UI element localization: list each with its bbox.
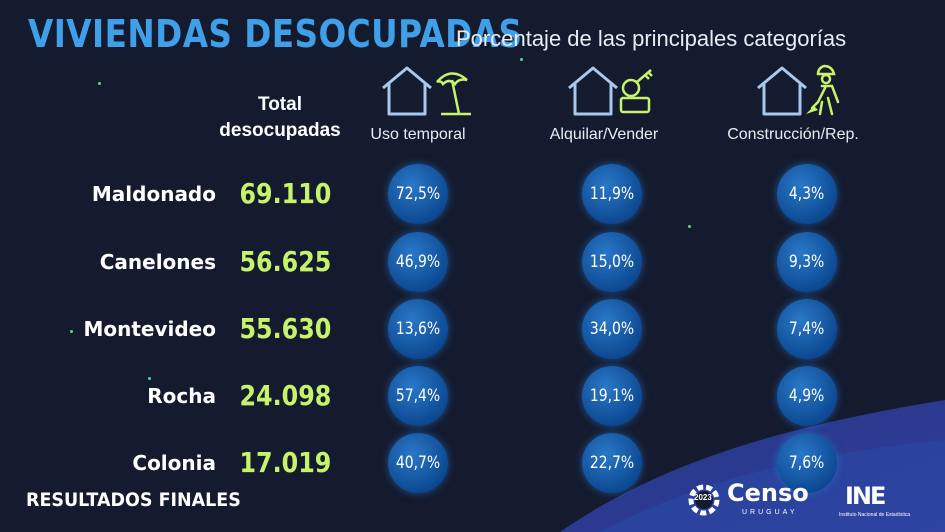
percent-bubble: 40,7%: [388, 433, 448, 493]
decor-dot: [70, 330, 73, 333]
house-umbrella-icon: [382, 66, 471, 116]
row-label: Colonia: [132, 451, 216, 475]
category-uso-temporal: Uso temporal: [358, 62, 478, 144]
percent-bubble: 9,3%: [777, 232, 837, 292]
percent-bubble: 11,9%: [582, 164, 642, 224]
ine-sub: Instituto Nacional de Estadística: [839, 512, 911, 518]
decor-dot: [98, 82, 101, 85]
total-header-line-2: desocupadas: [219, 120, 341, 141]
decor-dot: [520, 58, 523, 61]
row-label: Canelones: [99, 250, 216, 274]
category-label: Alquilar/Vender: [549, 126, 659, 143]
percent-bubble: 4,3%: [777, 164, 837, 224]
percent-bubble: 72,5%: [388, 164, 448, 224]
percent-bubble: 7,6%: [777, 433, 837, 493]
row-total-value: 17.019: [239, 446, 332, 479]
censo-sub: URUGUAY: [742, 509, 798, 516]
percent-value: 9,3%: [789, 252, 825, 272]
gear-icon: [688, 484, 720, 516]
row-total-value: 55.630: [239, 312, 332, 345]
percent-value: 72,5%: [395, 184, 441, 204]
row-total-value: 69.110: [239, 177, 332, 210]
total-header: Total desocupadas: [212, 92, 348, 144]
percent-bubble: 46,9%: [388, 232, 448, 292]
row-total-value: 56.625: [239, 245, 332, 278]
percent-value: 34,0%: [589, 319, 635, 339]
censo-year: 2023: [694, 493, 712, 502]
censo-logo: 2023 Censo URUGUAY: [684, 478, 809, 522]
row-label: Rocha: [147, 384, 216, 408]
house-worker-icon: [757, 64, 840, 116]
percent-value: 4,3%: [789, 184, 825, 204]
category-label: Uso temporal: [370, 126, 466, 143]
percent-bubble: 34,0%: [582, 299, 642, 359]
percent-value: 40,7%: [395, 453, 441, 473]
percent-value: 7,6%: [789, 453, 825, 473]
percent-bubble: 19,1%: [582, 366, 642, 426]
row-label: Montevideo: [83, 317, 216, 341]
percent-value: 57,4%: [395, 386, 441, 406]
decor-dot: [148, 377, 151, 380]
percent-value: 22,7%: [589, 453, 635, 473]
row-label: Maldonado: [91, 182, 216, 206]
category-label: Construcción/Rep.: [727, 126, 859, 143]
percent-value: 11,9%: [589, 184, 635, 204]
percent-bubble: 4,9%: [777, 366, 837, 426]
censo-word: Censo: [727, 479, 809, 507]
percent-bubble: 7,4%: [777, 299, 837, 359]
percent-value: 4,9%: [789, 386, 825, 406]
decor-dot: [688, 225, 691, 228]
category-construccion: Construcción/Rep.: [718, 62, 868, 144]
percent-bubble: 13,6%: [388, 299, 448, 359]
page-title: VIVIENDAS DESOCUPADAS: [28, 12, 523, 56]
percent-value: 46,9%: [395, 252, 441, 272]
percent-value: 19,1%: [589, 386, 635, 406]
percent-value: 15,0%: [589, 252, 635, 272]
row-total-value: 24.098: [239, 379, 332, 412]
category-alquilar-vender: Alquilar/Vender: [541, 62, 667, 144]
percent-bubble: 15,0%: [582, 232, 642, 292]
house-key-icon: [568, 66, 653, 116]
ine-word: INE: [845, 482, 886, 510]
footer-results: RESULTADOS FINALES: [26, 489, 241, 511]
page-subtitle: Porcentaje de las principales categorías: [456, 26, 847, 51]
ine-logo: INE Instituto Nacional de Estadística: [835, 480, 913, 524]
percent-bubble: 57,4%: [388, 366, 448, 426]
total-header-line-1: Total: [258, 94, 302, 115]
percent-value: 7,4%: [789, 319, 825, 339]
percent-value: 13,6%: [395, 319, 441, 339]
percent-bubble: 22,7%: [582, 433, 642, 493]
